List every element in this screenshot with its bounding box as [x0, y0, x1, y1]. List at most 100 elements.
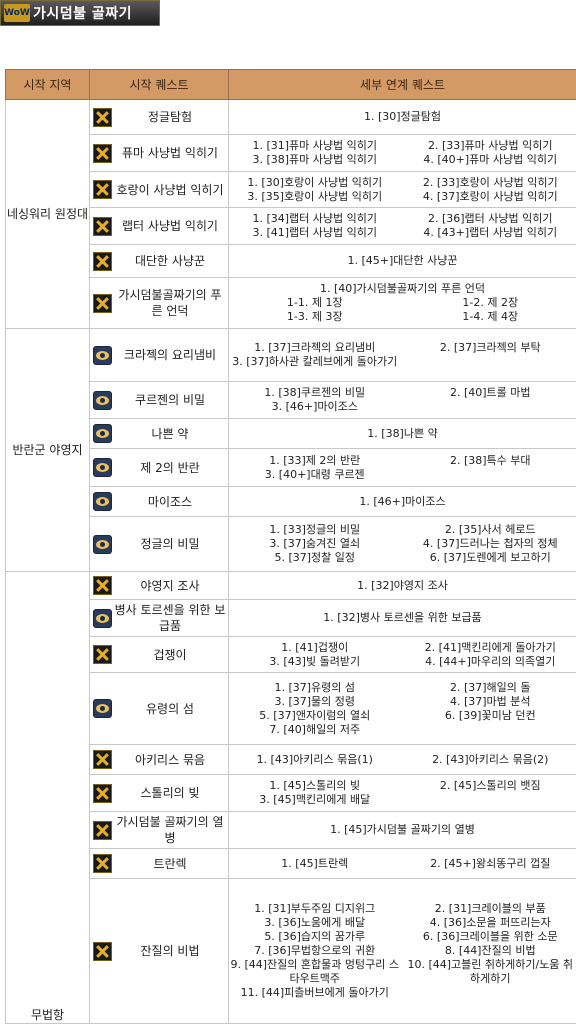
chain-quest: 3. [45]맥킨리에게 배달: [229, 793, 401, 807]
chain-quest: 2. [40]트롤 마법: [405, 386, 576, 400]
start-quest[interactable]: 스톨리의 빚: [90, 783, 228, 804]
start-quest[interactable]: 병사 토르센을 위한 보급품: [90, 601, 228, 635]
start-quest[interactable]: 나쁜 약: [90, 423, 228, 444]
crossed-swords-icon: [93, 108, 112, 127]
start-quest-name: 정글탐험: [114, 109, 226, 125]
start-quest[interactable]: 퓨마 사냥법 익히기: [90, 143, 228, 164]
chain-quest: 1. [32]병사 토르센을 위한 보급품: [229, 611, 576, 625]
chain-cell: 1. [32]야영지 조사: [229, 572, 576, 600]
start-quest-name: 가시덤불 골짜기의 열병: [114, 814, 226, 846]
start-quest-name: 랩터 사냥법 익히기: [114, 218, 226, 234]
start-quest-name: 호랑이 사냥법 익히기: [114, 182, 226, 198]
start-quest[interactable]: 야영지 조사: [90, 575, 228, 596]
header-start-quest: 시작 퀘스트: [90, 70, 229, 100]
chain-cell: 1. [43]아키리스 묶음(1)2. [43]아키리스 묶음(2): [229, 745, 576, 775]
start-quest-name: 겁쟁이: [114, 647, 226, 663]
chain-quest: 7. [40]해일의 저주: [229, 723, 401, 737]
start-quest-cell: 병사 토르센을 위한 보급품: [90, 600, 229, 637]
start-quest-cell: 제 2의 반란: [90, 449, 229, 487]
chain-quest: 2. [37]해일의 돌: [405, 681, 576, 695]
crossed-swords-icon: [93, 821, 112, 840]
chain-quest: 6. [39]꽃미남 던컨: [405, 709, 576, 723]
faction-emblem-icon: [93, 424, 112, 443]
chain-quest: 5. [37]정찰 일정: [229, 551, 401, 565]
start-quest[interactable]: 잔질의 비법: [90, 941, 228, 962]
start-quest[interactable]: 정글의 비밀: [90, 534, 228, 555]
start-quest[interactable]: 트란렉: [90, 853, 228, 874]
table-header-row: 시작 지역 시작 퀘스트 세부 연계 퀘스트: [6, 70, 576, 100]
region-cell: 네싱워리 원정대: [6, 100, 90, 329]
chain-quest: 1. [40]가시덤불골짜기의 푸른 언덕: [229, 282, 576, 296]
start-quest[interactable]: 랩터 사냥법 익히기: [90, 216, 228, 237]
chain-quest: 3. [36]노움에게 배달: [229, 916, 401, 930]
chain-quest: 9. [44]잔질의 혼합물과 멍텅구리 스타우트맥주: [229, 958, 401, 986]
start-quest[interactable]: 아키리스 묶음: [90, 749, 228, 770]
chain-quest: 2. [45]스톨리의 뱃짐: [405, 779, 576, 793]
chain-cell: 1. [30]정글탐험: [229, 100, 576, 135]
chain-quest: 2. [31]크레이블의 부품: [405, 902, 576, 916]
start-quest[interactable]: 대단한 사냥꾼: [90, 251, 228, 272]
chain-quest: 1. [30]호랑이 사냥법 익히기: [229, 176, 401, 190]
chain-sub-quest: 1-3. 제 3장: [229, 310, 401, 324]
chain-quest: 1. [46+]마이조스: [229, 495, 576, 509]
start-quest[interactable]: 마이조스: [90, 491, 228, 512]
chain-quest: [405, 793, 576, 807]
crossed-swords-icon: [93, 645, 112, 664]
faction-emblem-icon: [93, 609, 112, 628]
chain-cell: 1. [46+]마이조스: [229, 487, 576, 517]
start-quest[interactable]: 크라젝의 요리냄비: [90, 345, 228, 366]
chain-quest: 3. [40+]대령 쿠르젠: [229, 468, 401, 482]
chain-quest: 3. [41]랩터 사냥법 익히기: [229, 226, 401, 240]
region-cell: 반란군 야영지: [6, 329, 90, 572]
banner: WoW 가시덤불 골짜기: [0, 0, 160, 26]
start-quest[interactable]: 겁쟁이: [90, 644, 228, 665]
start-quest[interactable]: 쿠르젠의 비밀: [90, 390, 228, 411]
start-quest-cell: 가시덤불골짜기의 푸른 언덕: [90, 278, 229, 329]
start-quest-cell: 아키리스 묶음: [90, 745, 229, 775]
start-quest-cell: 스톨리의 빚: [90, 775, 229, 812]
chain-quest: 2. [43]아키리스 묶음(2): [405, 753, 576, 767]
start-quest-cell: 야영지 조사: [90, 572, 229, 600]
start-quest[interactable]: 정글탐험: [90, 107, 228, 128]
start-quest-cell: 가시덤불 골짜기의 열병: [90, 812, 229, 849]
start-quest[interactable]: 가시덤불 골짜기의 열병: [90, 813, 228, 847]
chain-quest: 6. [36]크레이블을 위한 소문: [405, 930, 576, 944]
start-quest-cell: 쿠르젠의 비밀: [90, 382, 229, 419]
start-quest-cell: 호랑이 사냥법 익히기: [90, 172, 229, 208]
chain-quest: 1. [41]겁쟁이: [229, 641, 401, 655]
chain-quest: 11. [44]피츨버브에게 돌아가기: [229, 986, 401, 1000]
chain-quest: 3. [38]퓨마 사냥법 익히기: [229, 153, 401, 167]
start-quest-cell: 퓨마 사냥법 익히기: [90, 135, 229, 172]
start-quest-name: 대단한 사냥꾼: [114, 253, 226, 269]
crossed-swords-icon: [93, 294, 112, 313]
start-quest-cell: 정글탐험: [90, 100, 229, 135]
chain-quest: 2. [33]호랑이 사냥법 익히기: [405, 176, 576, 190]
chain-quest: 1. [45]가시덤불 골짜기의 열병: [229, 823, 576, 837]
start-quest[interactable]: 가시덤불골짜기의 푸른 언덕: [90, 286, 228, 320]
start-quest[interactable]: 유령의 섬: [90, 698, 228, 719]
crossed-swords-icon: [93, 576, 112, 595]
start-quest[interactable]: 제 2의 반란: [90, 457, 228, 478]
start-quest[interactable]: 호랑이 사냥법 익히기: [90, 179, 228, 200]
